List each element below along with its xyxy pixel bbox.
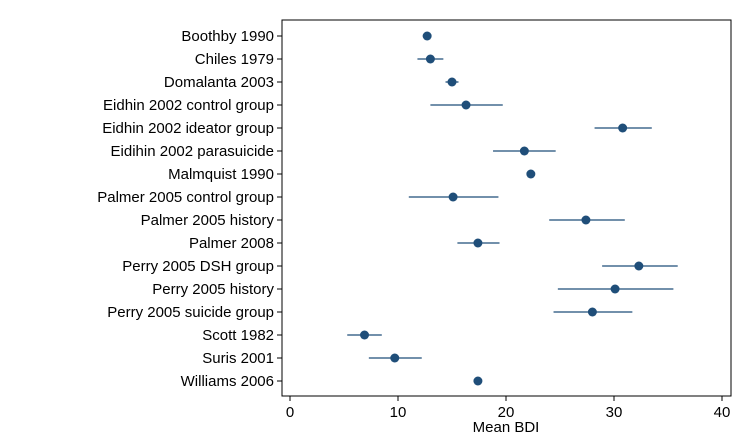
- mean-point: [425, 54, 435, 64]
- mean-point: [422, 31, 432, 41]
- mean-point: [618, 123, 628, 133]
- row-label: Palmer 2005 control group: [97, 189, 274, 206]
- row-label: Chiles 1979: [195, 51, 274, 68]
- x-tick-label: 10: [390, 404, 407, 421]
- row-label: Perry 2005 history: [152, 281, 274, 298]
- mean-point: [448, 192, 458, 202]
- row-label: Domalanta 2003: [164, 74, 274, 91]
- mean-point: [519, 146, 529, 156]
- mean-point: [634, 261, 644, 271]
- mean-point: [473, 376, 483, 386]
- mean-point: [526, 169, 536, 179]
- mean-point: [360, 330, 370, 340]
- mean-point: [473, 238, 483, 248]
- mean-point: [587, 307, 597, 317]
- mean-point: [447, 77, 457, 87]
- mean-point: [610, 284, 620, 294]
- row-label: Boothby 1990: [181, 28, 274, 45]
- x-tick-label: 30: [606, 404, 623, 421]
- x-tick-label: 40: [714, 404, 731, 421]
- row-label: Eidhin 2002 ideator group: [102, 120, 274, 137]
- x-axis-label: Mean BDI: [473, 419, 540, 436]
- row-label: Eidhin 2002 control group: [103, 97, 274, 114]
- mean-point: [390, 353, 400, 363]
- row-label: Palmer 2005 history: [141, 212, 275, 229]
- row-label: Suris 2001: [202, 350, 274, 367]
- row-label: Malmquist 1990: [168, 166, 274, 183]
- row-label: Perry 2005 suicide group: [107, 304, 274, 321]
- row-label: Scott 1982: [202, 327, 274, 344]
- y-ticks: [277, 35, 282, 382]
- row-labels: Boothby 1990 Chiles 1979 Domalanta 2003 Eid…: [97, 28, 274, 390]
- x-tick-label: 0: [286, 404, 294, 421]
- row-label: Perry 2005 DSH group: [122, 258, 274, 275]
- row-label: Williams 2006: [181, 373, 274, 390]
- plot-frame: [281, 19, 732, 397]
- x-axis: 0 10 20 30 40: [286, 396, 731, 421]
- row-label: Palmer 2008: [189, 235, 274, 252]
- data-marks: [347, 31, 678, 386]
- mean-point: [461, 100, 471, 110]
- row-label: Eidihin 2002 parasuicide: [111, 143, 274, 160]
- x-tick-label: 20: [498, 404, 515, 421]
- mean-point: [581, 215, 591, 225]
